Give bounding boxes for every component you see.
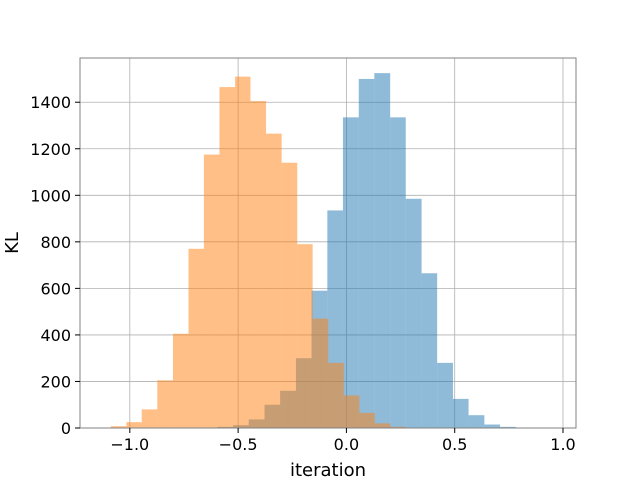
series-2-bar (297, 244, 313, 428)
x-tick-label: 0.0 (334, 435, 359, 454)
series-2-bar (250, 101, 267, 428)
series-2-bar (126, 422, 142, 428)
series-1-bar (499, 426, 516, 428)
y-tick-label: 600 (40, 279, 71, 298)
y-tick-label: 800 (40, 233, 71, 252)
series-2-bar (328, 362, 344, 428)
series-2-bar (390, 426, 406, 428)
series-2-bar (374, 423, 391, 428)
y-tick-label: 1200 (30, 140, 71, 159)
x-axis-label: iteration (290, 460, 366, 480)
series-2-bar (141, 409, 158, 428)
y-tick-label: 400 (40, 326, 71, 345)
histogram-bars (95, 73, 548, 429)
series-2-bar (172, 333, 189, 428)
x-tick-label: 0.5 (442, 435, 467, 454)
series-1-bar (468, 415, 485, 428)
y-tick-label: 1000 (30, 186, 71, 205)
y-tick-label: 0 (61, 419, 71, 438)
series-2-bar (235, 76, 251, 428)
series-2-bar (359, 412, 375, 428)
series-1-bar (437, 362, 453, 428)
series-2-bar (312, 318, 329, 428)
series-2-bar (343, 395, 360, 428)
series-2-bar (219, 87, 236, 429)
series-2-bar (266, 133, 282, 428)
series-1-bar (484, 424, 500, 428)
y-tick-label: 1400 (30, 93, 71, 112)
series-1-bar (421, 273, 438, 428)
series-2-bar (188, 248, 204, 428)
axis-ticks: −1.0 −0.5 0.0 0.5 1.0 0 200 400 600 800 1000 1200 14… (30, 93, 575, 454)
series-1-bar (405, 198, 422, 428)
plot-frame (79, 57, 577, 429)
series-1-bar (390, 117, 406, 428)
y-tick-label: 200 (40, 372, 71, 391)
series-1-bar (358, 78, 375, 429)
series-1-bar (374, 73, 391, 428)
series-2-bar (203, 154, 220, 428)
x-tick-label: −1.0 (110, 435, 149, 454)
x-tick-label: 1.0 (550, 435, 575, 454)
series-2-bar (281, 162, 298, 428)
series-1-bar (452, 398, 469, 428)
series-2-bar (157, 380, 173, 428)
y-axis-label: KL (2, 232, 23, 254)
series-1-bar (342, 117, 359, 428)
x-tick-label: −0.5 (219, 435, 258, 454)
series-2-bar (110, 426, 127, 428)
